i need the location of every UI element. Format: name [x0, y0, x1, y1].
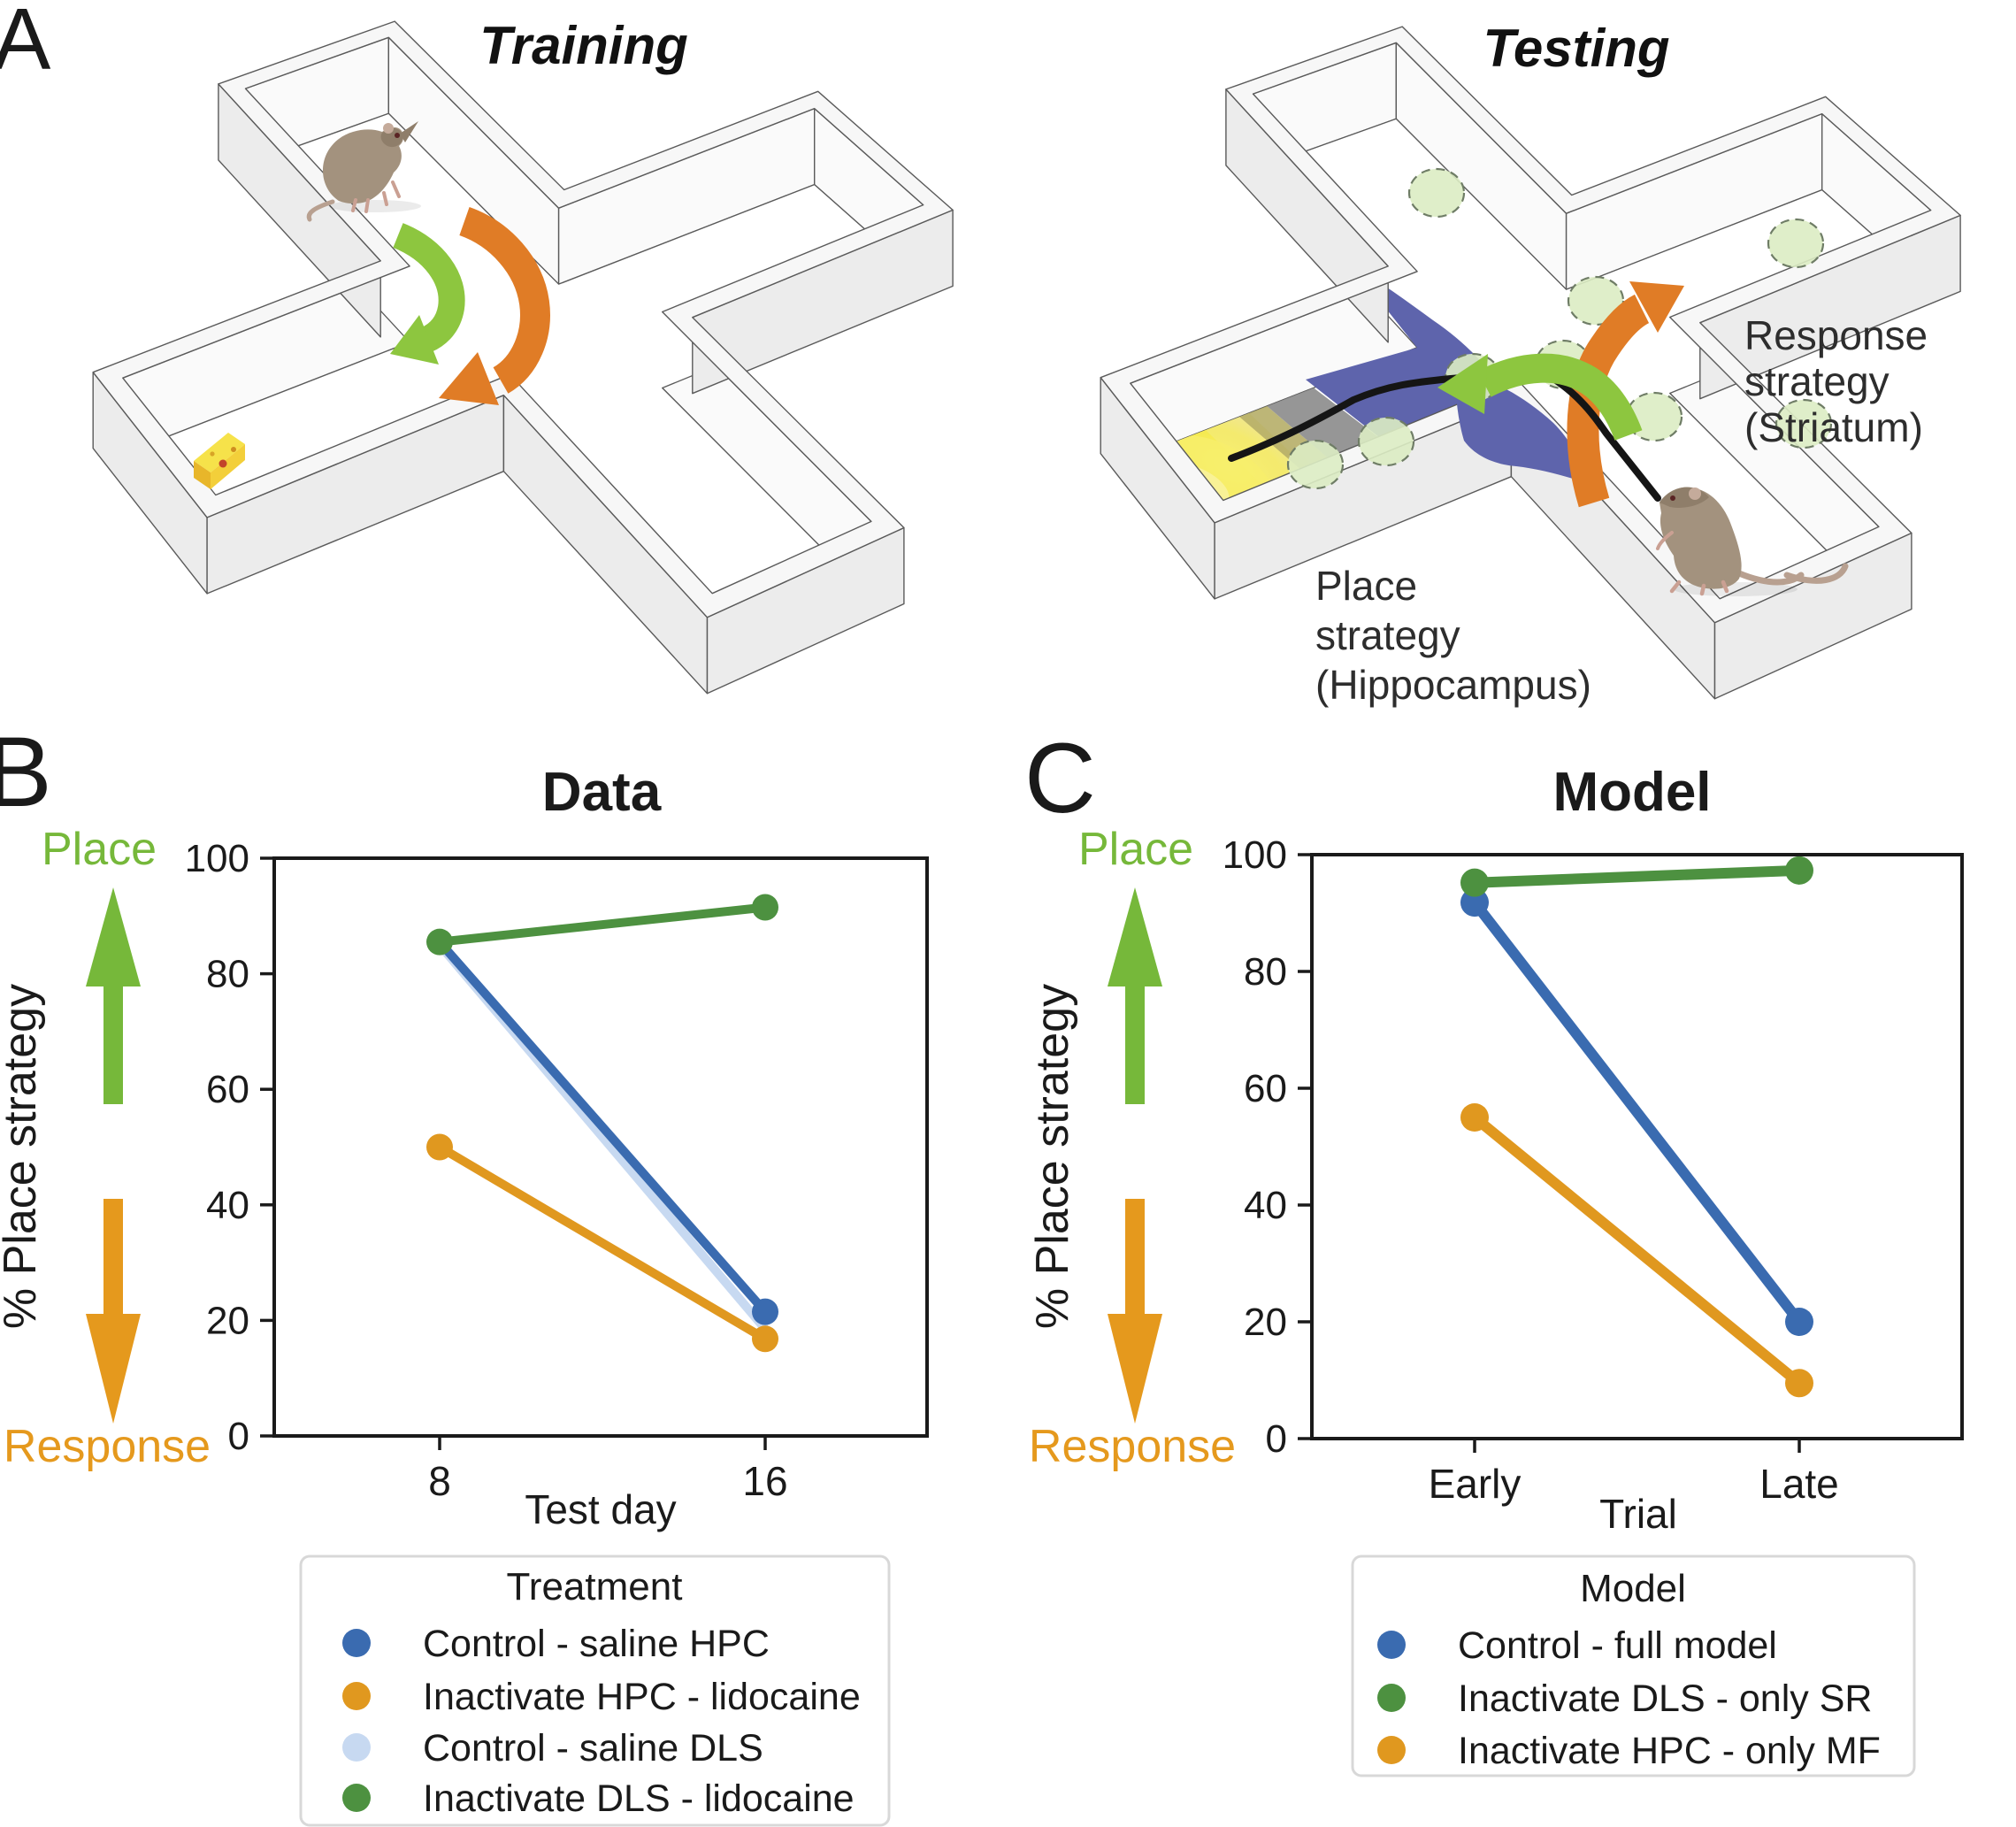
svg-text:20: 20 — [1244, 1301, 1287, 1344]
svg-text:16: 16 — [742, 1458, 787, 1504]
svg-text:(Striatum): (Striatum) — [1744, 404, 1923, 450]
svg-text:0: 0 — [1266, 1417, 1287, 1461]
svg-text:Inactivate HPC - lidocaine: Inactivate HPC - lidocaine — [423, 1676, 861, 1718]
svg-text:Training: Training — [479, 16, 688, 75]
svg-text:20: 20 — [206, 1299, 249, 1342]
svg-text:0: 0 — [228, 1415, 249, 1458]
svg-text:Model: Model — [1552, 762, 1711, 823]
svg-text:Inactivate HPC - only MF: Inactivate HPC - only MF — [1458, 1730, 1881, 1772]
svg-text:Control - saline HPC: Control - saline HPC — [423, 1623, 770, 1665]
svg-text:60: 60 — [1244, 1067, 1287, 1110]
svg-text:Response: Response — [4, 1421, 211, 1472]
svg-text:Data: Data — [542, 762, 662, 823]
svg-text:B: B — [0, 717, 52, 827]
svg-text:100: 100 — [185, 837, 249, 880]
svg-text:strategy: strategy — [1315, 612, 1460, 658]
svg-text:Treatment: Treatment — [507, 1565, 683, 1608]
svg-text:Place: Place — [42, 824, 157, 875]
svg-text:C: C — [1024, 723, 1096, 833]
svg-text:Response: Response — [1744, 312, 1928, 358]
svg-text:100: 100 — [1223, 833, 1287, 877]
svg-text:8: 8 — [428, 1458, 451, 1504]
svg-text:Place: Place — [1078, 824, 1193, 875]
svg-text:Place: Place — [1315, 563, 1417, 609]
svg-text:(Hippocampus): (Hippocampus) — [1315, 662, 1591, 708]
svg-text:40: 40 — [1244, 1184, 1287, 1227]
svg-text:60: 60 — [206, 1068, 249, 1111]
svg-text:Control - full model: Control - full model — [1458, 1624, 1777, 1667]
svg-text:Late: Late — [1759, 1461, 1839, 1507]
svg-text:40: 40 — [206, 1184, 249, 1227]
svg-text:Model: Model — [1580, 1567, 1686, 1610]
svg-text:A: A — [0, 0, 51, 88]
svg-text:Response: Response — [1029, 1421, 1236, 1472]
svg-text:80: 80 — [1244, 950, 1287, 994]
svg-text:Inactivate DLS - lidocaine: Inactivate DLS - lidocaine — [423, 1777, 855, 1820]
svg-text:Inactivate DLS - only SR: Inactivate DLS - only SR — [1458, 1677, 1872, 1720]
svg-text:% Place strategy: % Place strategy — [1027, 984, 1078, 1329]
svg-text:strategy: strategy — [1744, 358, 1890, 404]
svg-text:Trial: Trial — [1599, 1491, 1677, 1537]
svg-text:Early: Early — [1429, 1461, 1522, 1507]
svg-text:Test day: Test day — [525, 1486, 676, 1532]
svg-text:% Place strategy: % Place strategy — [0, 984, 46, 1329]
svg-text:Testing: Testing — [1483, 19, 1669, 78]
svg-text:80: 80 — [206, 953, 249, 996]
svg-text:Control - saline DLS: Control - saline DLS — [423, 1727, 763, 1769]
